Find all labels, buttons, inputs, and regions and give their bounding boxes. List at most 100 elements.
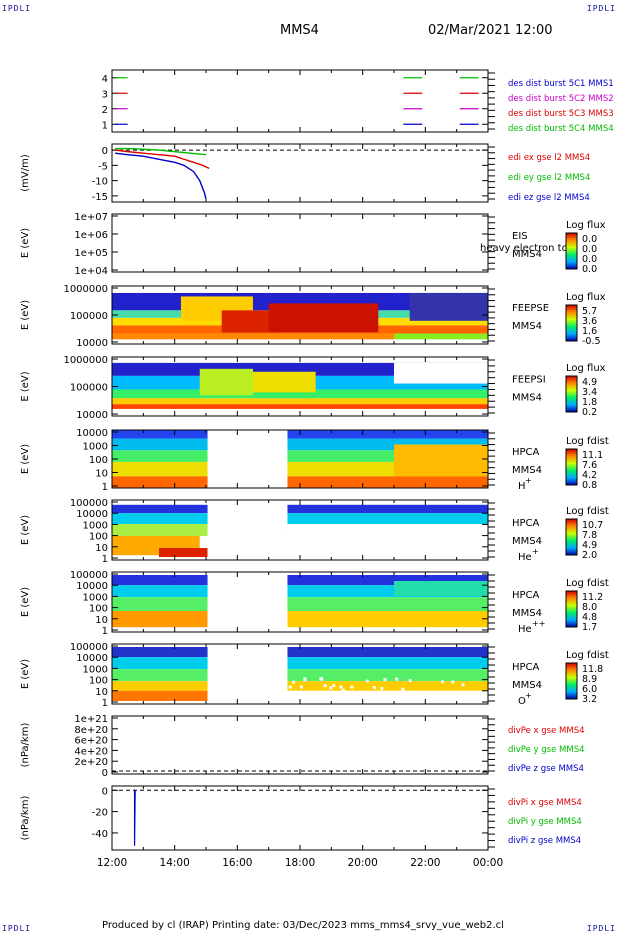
y-tick-label: 0: [102, 146, 108, 157]
header-date: 02/Mar/2021 12:00: [428, 23, 553, 38]
noise-pixel: [408, 679, 412, 683]
noise-pixel: [392, 698, 396, 702]
y-axis-label: (nPa/km): [20, 796, 31, 841]
legend-entry: edi ex gse l2 MMS4: [508, 153, 590, 163]
noise-pixel: [355, 541, 359, 545]
colorbar-tick-label: 11.1: [582, 450, 603, 461]
corner-tag-bottom-left: IPDLI: [2, 924, 32, 933]
y-tick-label: 10: [95, 615, 108, 626]
y-tick-label: 10000: [76, 509, 108, 520]
colorbar-tick-label: 6.0: [582, 684, 597, 695]
series-line: [115, 147, 207, 156]
panel-frame-eis: [111, 213, 489, 273]
y-axis-label: E (eV): [20, 371, 31, 401]
noise-pixel: [467, 553, 471, 557]
colorbar-tick-label: 0.8: [582, 480, 597, 491]
colorbar-tick-label: 4.9: [582, 540, 597, 551]
y-tick-label: 100: [89, 604, 108, 615]
noise-pixel: [378, 538, 382, 542]
y-tick-label: 10000: [76, 653, 108, 664]
corner-tag-top-right: IPDLI: [586, 4, 616, 13]
noise-pixel: [319, 677, 323, 681]
y-tick-label: 1e+05: [74, 248, 108, 259]
legend-entry: des dist burst 5C3 MMS3: [508, 109, 614, 119]
noise-pixel: [365, 679, 369, 683]
colorbar-title: Log fdist: [566, 650, 609, 661]
noise-pixel: [434, 548, 438, 552]
noise-pixel: [375, 543, 379, 547]
colorbar-tick-label: 3.4: [582, 387, 597, 398]
heatmap-hpca_he: [112, 500, 488, 560]
noise-pixel: [391, 696, 395, 700]
legend-entry: divPe z gse MMS4: [508, 764, 584, 774]
species-charge: ++: [532, 619, 545, 628]
species-charge: +: [525, 476, 532, 485]
y-tick-label: 1000: [83, 664, 108, 675]
noise-pixel: [382, 546, 386, 550]
noise-pixel: [415, 697, 419, 701]
noise-pixel: [310, 543, 314, 547]
time-tick-label: 22:00: [410, 857, 440, 869]
y-tick-label: -5: [98, 161, 108, 172]
y-tick-label: 1000000: [63, 355, 108, 366]
noise-pixel: [368, 546, 372, 550]
noise-pixel: [339, 685, 343, 689]
y-tick-label: 1: [102, 120, 108, 131]
time-tick-label: 18:00: [285, 857, 315, 869]
noise-pixel: [424, 693, 428, 697]
spacecraft-label: MMS4: [512, 321, 542, 332]
spacecraft-label: MMS4: [512, 680, 542, 691]
time-tick-label: 12:00: [97, 857, 127, 869]
legend-entry: des dist burst 5C2 MMS2: [508, 94, 614, 104]
noise-pixel: [432, 548, 436, 552]
noise-pixel: [375, 694, 379, 698]
noise-pixel: [332, 696, 336, 700]
legend-entry: edi ey gse l2 MMS4: [508, 173, 590, 183]
colorbar-tick-label: 7.6: [582, 460, 597, 471]
noise-pixel: [292, 680, 296, 684]
corner-tag-top-left: IPDLI: [2, 4, 32, 13]
noise-pixel: [293, 691, 297, 695]
noise-pixel: [431, 536, 435, 540]
instrument-label: EIS: [512, 231, 528, 242]
noise-pixel: [395, 677, 399, 681]
species-label: O: [518, 696, 526, 707]
noise-pixel: [309, 538, 313, 542]
noise-pixel: [376, 697, 380, 701]
colorbar-tick-label: 0.0: [582, 254, 597, 265]
colorbar-title: Log fdist: [566, 578, 609, 589]
colorbar-tick-label: 8.9: [582, 674, 597, 685]
heatmap-hpca_h: [112, 430, 488, 488]
y-tick-label: 1000000: [63, 284, 108, 295]
noise-pixel: [404, 542, 408, 546]
legend-entry: des dist burst 5C1 MMS1: [508, 79, 614, 89]
instrument-label: HPCA: [512, 590, 540, 601]
y-tick-label: 1: [102, 554, 108, 565]
y-tick-label: 100000: [70, 383, 108, 394]
colorbar: [565, 662, 578, 700]
instrument-label: HPCA: [512, 447, 540, 458]
colorbar-tick-label: 5.7: [582, 306, 597, 317]
noise-pixel: [396, 544, 400, 548]
y-tick-label: 10: [95, 469, 108, 480]
noise-pixel: [288, 685, 292, 689]
colorbar: [565, 518, 578, 556]
y-tick-label: 10000: [76, 581, 108, 592]
noise-pixel: [372, 553, 376, 557]
colorbar-title: Log flux: [566, 220, 606, 231]
colorbar: [565, 590, 578, 628]
legend-entry: des dist burst 5C4 MMS4: [508, 124, 614, 134]
y-tick-label: 1e+04: [74, 266, 108, 277]
colorbar-tick-label: 11.2: [582, 592, 603, 603]
noise-pixel: [372, 686, 376, 690]
noise-pixel: [289, 695, 293, 699]
colorbar-tick-label: 3.6: [582, 316, 597, 327]
colorbar-tick-label: 1.6: [582, 326, 597, 337]
noise-pixel: [418, 536, 422, 540]
instrument-overlay: heavy electron to: [480, 243, 568, 254]
colorbar-title: Log fdist: [566, 506, 609, 517]
panel-frame-divpe: [111, 715, 489, 775]
y-tick-label: 1: [102, 482, 108, 493]
y-tick-label: 2e+20: [74, 757, 108, 768]
